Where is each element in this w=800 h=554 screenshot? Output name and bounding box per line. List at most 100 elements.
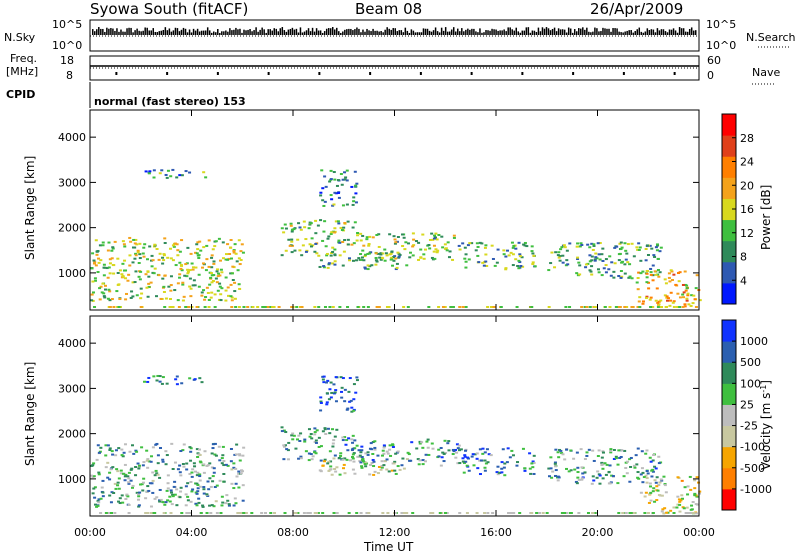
scatter-cell	[645, 244, 649, 247]
scatter-cell	[325, 392, 329, 395]
scatter-cell	[500, 467, 504, 470]
scatter-cell	[169, 512, 173, 514]
scatter-cell	[239, 512, 243, 514]
scatter-cell	[123, 259, 127, 262]
scatter-cell	[188, 285, 192, 288]
scatter-cell	[360, 449, 364, 452]
scatter-cell	[201, 262, 205, 265]
scatter-cell	[364, 452, 368, 455]
scatter-cell	[165, 382, 169, 385]
scatter-cell	[654, 481, 658, 484]
scatter-cell	[394, 257, 398, 260]
scatter-cell	[371, 458, 375, 461]
scatter-cell	[685, 299, 689, 302]
scatter-cell	[237, 239, 241, 242]
scatter-cell	[350, 410, 354, 413]
noise-sample	[459, 31, 461, 35]
scatter-cell	[641, 270, 645, 273]
scatter-cell	[286, 449, 290, 452]
scatter-cell	[354, 201, 358, 204]
scatter-cell	[135, 491, 139, 494]
scatter-cell	[475, 242, 479, 245]
scatter-cell	[167, 285, 171, 288]
noise-sample	[394, 28, 396, 35]
noise-sample	[150, 30, 152, 35]
scatter-cell	[215, 512, 219, 514]
noise-sample	[344, 29, 346, 35]
scatter-cell	[187, 306, 191, 308]
scatter-cell	[478, 473, 482, 476]
scatter-cell	[675, 506, 679, 509]
scatter-cell	[178, 471, 182, 474]
nave-dip	[470, 72, 473, 75]
scatter-cell	[305, 249, 309, 252]
scatter-cell	[519, 265, 523, 268]
scatter-cell	[107, 241, 111, 244]
scatter-cell	[614, 455, 618, 458]
scatter-cell	[617, 275, 621, 278]
scatter-cell	[165, 454, 169, 457]
x-tick-label: 16:00	[480, 526, 512, 539]
noise-sample	[307, 28, 310, 35]
noise-sample	[273, 28, 275, 35]
scatter-cell	[283, 223, 287, 226]
scatter-cell	[636, 248, 640, 251]
scatter-cell	[280, 254, 284, 257]
scatter-cell	[132, 238, 136, 241]
scatter-cell	[496, 473, 500, 476]
freq-panel: Freq. [MHz] 18 8 60 0 Nave	[6, 52, 780, 85]
scatter-cell	[171, 493, 175, 496]
scatter-cell	[229, 295, 233, 298]
scatter-cell	[370, 462, 374, 465]
scatter-cell	[565, 467, 569, 470]
scatter-cell	[348, 259, 352, 262]
scatter-cell	[155, 379, 159, 382]
scatter-cell	[578, 245, 582, 248]
scatter-cell	[359, 461, 363, 464]
scatter-cell	[346, 220, 350, 223]
scatter-cell	[343, 178, 347, 181]
scatter-cell	[93, 279, 97, 282]
scatter-cell	[203, 306, 207, 308]
scatter-cell	[427, 244, 431, 247]
scatter-cell	[620, 275, 624, 278]
scatter-cell	[237, 283, 241, 286]
colorbar-tick-label: 25	[740, 398, 754, 411]
scatter-cell	[588, 306, 592, 308]
scatter-cell	[121, 501, 125, 504]
scatter-cell	[481, 261, 485, 264]
scatter-cell	[451, 453, 455, 456]
scatter-cell	[164, 501, 168, 504]
y-tick-label: 2000	[58, 428, 86, 441]
scatter-cell	[641, 300, 645, 303]
scatter-cell	[676, 495, 680, 498]
scatter-cell	[343, 472, 347, 475]
noise-sample	[166, 30, 169, 35]
scatter-cell	[314, 242, 318, 245]
scatter-cell	[156, 473, 160, 476]
scatter-cell	[196, 487, 200, 490]
scatter-cell	[691, 302, 695, 305]
scatter-cell	[461, 242, 465, 245]
scatter-cell	[665, 299, 669, 302]
scatter-cell	[688, 475, 692, 478]
scatter-cell	[214, 277, 218, 280]
noise-sample	[180, 29, 183, 35]
scatter-cell	[554, 251, 558, 254]
scatter-cell	[464, 306, 468, 308]
scatter-cell	[381, 257, 385, 260]
scatter-cell	[655, 485, 659, 488]
scatter-cell	[162, 285, 166, 288]
scatter-cell	[97, 257, 101, 260]
scatter-cell	[647, 281, 651, 284]
scatter-cell	[196, 452, 200, 455]
noise-sample	[650, 29, 653, 35]
scatter-cell	[441, 306, 445, 308]
scatter-cell	[115, 468, 119, 471]
colorbar-tick-label: -500	[740, 462, 765, 475]
scatter-cell	[649, 306, 653, 308]
scatter-cell	[169, 257, 173, 260]
noise-sample	[626, 30, 628, 35]
scatter-cell	[401, 457, 405, 460]
scatter-cell	[507, 512, 511, 514]
